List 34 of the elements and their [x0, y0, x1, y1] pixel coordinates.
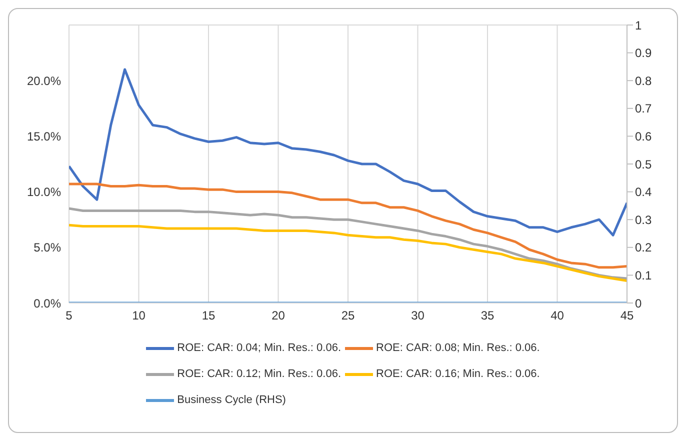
y2-tick-label: 0.3 [635, 212, 652, 227]
y2-tick-label: 0.9 [635, 46, 652, 60]
x-tick-label: 40 [550, 308, 564, 323]
y2-tick-label: 0.4 [635, 185, 652, 200]
x-tick-label: 45 [620, 308, 634, 323]
y2-tick-label: 0.6 [635, 129, 652, 144]
line-series [69, 182, 627, 269]
legend-label: ROE: CAR: 0.08; Min. Res.: 0.06. [376, 342, 540, 354]
legend-label: Business Cycle (RHS) [177, 394, 286, 406]
y2-tick-label: 0.2 [635, 240, 652, 255]
y-tick-label: 5.0% [34, 240, 62, 255]
y2-tick-label: 0.5 [635, 157, 652, 172]
x-tick-label: 25 [341, 308, 355, 323]
y-tick-label: 10.0% [26, 185, 62, 200]
legend-label: ROE: CAR: 0.16; Min. Res.: 0.06. [376, 368, 540, 380]
legend-label: ROE: CAR: 0.04; Min. Res.: 0.06. [177, 342, 341, 354]
line-series [69, 207, 627, 280]
line-series [69, 68, 627, 236]
legend-label: ROE: CAR: 0.12; Min. Res.: 0.06. [177, 368, 341, 380]
y2-tick-label: 0.1 [635, 268, 652, 282]
line-series [69, 224, 627, 282]
y2-tick-label: 0.8 [635, 74, 652, 88]
x-tick-label: 15 [202, 308, 216, 323]
x-tick-label: 30 [411, 308, 425, 323]
y2-tick-label: 0.7 [635, 102, 652, 116]
y2-tick-label: 0 [635, 296, 642, 310]
y-tick-label: 20.0% [26, 74, 62, 88]
x-tick-label: 20 [272, 308, 286, 323]
y-tick-label: 0.0% [34, 296, 62, 310]
y2-tick-label: 1 [635, 18, 642, 32]
y-tick-label: 15.0% [26, 129, 62, 144]
x-tick-label: 10 [132, 308, 146, 323]
x-tick-label: 5 [66, 308, 73, 323]
x-tick-label: 35 [480, 308, 494, 323]
